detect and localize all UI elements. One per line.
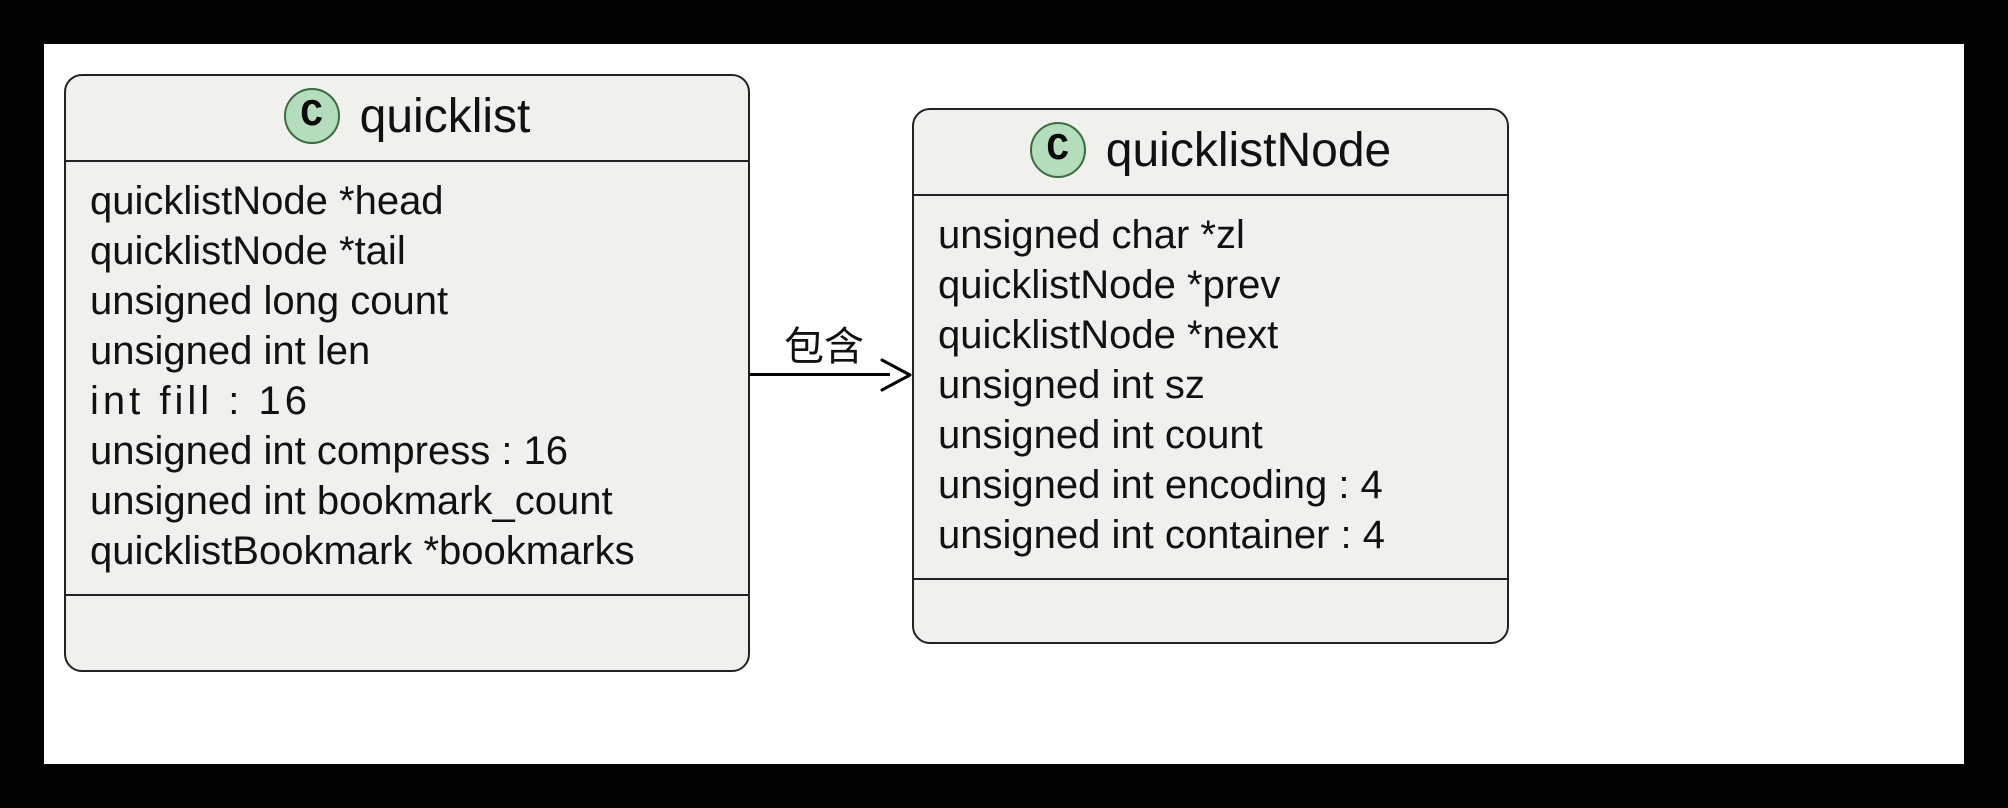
class-field: unsigned int container : 4 (938, 510, 1483, 560)
class-field: unsigned int count (938, 410, 1483, 460)
class-badge-icon: C (1030, 122, 1086, 178)
class-field: unsigned int encoding : 4 (938, 460, 1483, 510)
edge-label: 包含 (784, 314, 864, 372)
class-field: quicklistBookmark *bookmarks (90, 526, 724, 576)
edge-line (750, 373, 890, 376)
class-field: unsigned int compress : 16 (90, 426, 724, 476)
class-field: unsigned long count (90, 276, 724, 326)
class-body: quicklistNode *head quicklistNode *tail … (66, 162, 748, 596)
class-field: unsigned int sz (938, 360, 1483, 410)
class-field: int fill : 16 (90, 376, 724, 426)
class-box-quicklistnode: C quicklistNode unsigned char *zl quickl… (912, 108, 1509, 644)
class-badge-icon: C (284, 88, 340, 144)
class-field: quicklistNode *next (938, 310, 1483, 360)
class-field: unsigned char *zl (938, 210, 1483, 260)
class-box-quicklist: C quicklist quicklistNode *head quicklis… (64, 74, 750, 672)
class-field: quicklistNode *prev (938, 260, 1483, 310)
class-body: unsigned char *zl quicklistNode *prev qu… (914, 196, 1507, 580)
class-field: unsigned int len (90, 326, 724, 376)
class-field: quicklistNode *tail (90, 226, 724, 276)
diagram-canvas: C quicklist quicklistNode *head quicklis… (44, 44, 1964, 764)
class-title: quicklist (360, 89, 531, 144)
arrow-head-icon (880, 358, 914, 392)
class-field: unsigned int bookmark_count (90, 476, 724, 526)
class-field: quicklistNode *head (90, 176, 724, 226)
class-header: C quicklist (66, 76, 748, 162)
class-title: quicklistNode (1106, 123, 1391, 178)
class-header: C quicklistNode (914, 110, 1507, 196)
